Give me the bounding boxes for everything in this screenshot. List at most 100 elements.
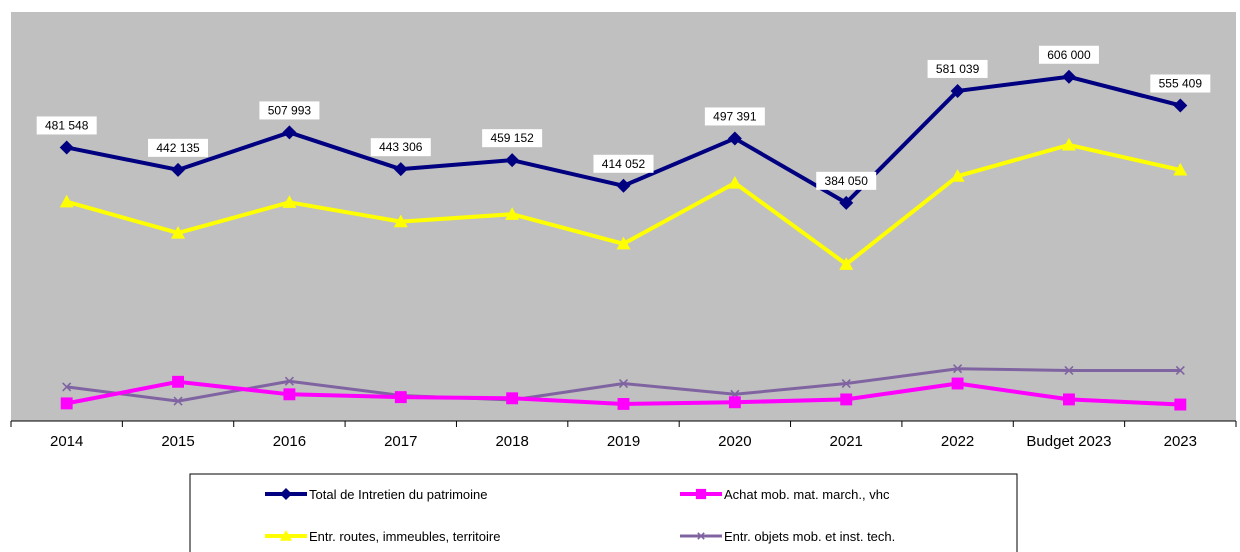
data-point <box>171 162 186 177</box>
data-label-box <box>1038 45 1099 64</box>
data-point <box>1061 69 1076 84</box>
data-point <box>284 376 294 386</box>
x-tick-label: 2014 <box>50 433 83 450</box>
x-tick-label: 2016 <box>273 433 306 450</box>
data-point <box>839 195 854 210</box>
legend: Total de Intretien du patrimoine Achat mo… <box>189 473 1018 552</box>
data-point <box>728 396 741 409</box>
data-point <box>1174 398 1187 411</box>
x-axis: 2014 2015 2016 2017 2018 2019 2020 2021 2022 Budg… <box>10 420 1237 450</box>
data-point <box>59 140 74 155</box>
data-point <box>840 393 853 406</box>
x-tick-label: 2018 <box>495 433 528 450</box>
data-point <box>1064 365 1074 376</box>
data-label: 414 052 <box>593 154 654 173</box>
data-point <box>60 397 73 410</box>
data-point <box>394 391 407 404</box>
data-label-text: 606 000 <box>1047 48 1091 62</box>
data-label-box <box>482 129 543 148</box>
data-point <box>393 162 408 177</box>
data-point <box>616 236 631 250</box>
series-2 <box>59 137 1188 270</box>
data-label-box <box>148 138 209 157</box>
x-tick-label: 2022 <box>941 433 974 450</box>
x-tick-label: 2023 <box>1164 433 1197 450</box>
data-point <box>727 131 742 146</box>
data-point <box>727 175 742 189</box>
x-tick-label: 2019 <box>607 433 640 450</box>
legend-marker <box>697 532 705 540</box>
data-point <box>505 207 520 220</box>
legend-entry: Achat mob. mat. march., vhc <box>680 487 890 502</box>
data-point <box>506 392 519 405</box>
legend-entry: Total de Intretien du patrimoine <box>265 487 488 502</box>
x-tick-label: Budget 2023 <box>1026 433 1111 450</box>
data-point <box>1061 137 1076 151</box>
data-label-box <box>927 59 988 78</box>
x-tick-label: 2021 <box>830 433 863 450</box>
data-label-text: 507 993 <box>268 103 312 117</box>
data-label-text: 581 039 <box>936 62 980 76</box>
legend-entry: Entr. routes, immeubles, territoire <box>265 529 500 544</box>
data-label-text: 497 391 <box>713 109 757 123</box>
legend-marker <box>280 530 292 541</box>
data-label: 606 000 <box>1038 45 1099 64</box>
legend-label: Total de Intretien du patrimoine <box>309 487 488 502</box>
data-label-text: 442 135 <box>156 141 200 155</box>
data-label: 384 050 <box>816 171 877 190</box>
data-point <box>1173 162 1188 176</box>
data-point <box>393 214 408 228</box>
data-point <box>950 169 965 182</box>
series-0 <box>59 69 1188 210</box>
data-label-text: 555 409 <box>1159 76 1203 90</box>
data-point <box>953 364 963 374</box>
data-point <box>617 398 630 410</box>
legend-box <box>189 473 1018 552</box>
data-label: 497 391 <box>704 107 765 126</box>
data-label: 443 306 <box>370 138 431 157</box>
data-label: 507 993 <box>259 101 320 120</box>
data-label: 555 409 <box>1150 74 1211 93</box>
legend-marker <box>280 488 292 500</box>
data-point <box>1173 98 1188 113</box>
data-point <box>839 257 854 270</box>
data-point <box>282 195 297 208</box>
data-label-box <box>1150 74 1211 93</box>
data-point <box>1175 365 1185 376</box>
series-1 <box>60 375 1187 411</box>
data-label-text: 443 306 <box>379 140 423 154</box>
data-point <box>616 178 631 193</box>
data-point <box>1063 393 1075 406</box>
data-label: 459 152 <box>482 129 543 148</box>
data-point <box>59 194 74 208</box>
data-label-text: 481 548 <box>45 118 89 132</box>
data-label-box <box>36 116 97 135</box>
x-tick-label: 2020 <box>718 433 751 450</box>
data-label: 481 548 <box>36 116 97 135</box>
series-layer <box>59 69 1188 411</box>
data-point <box>618 378 629 389</box>
data-point <box>951 377 964 390</box>
data-point <box>171 225 186 239</box>
data-point <box>62 382 72 392</box>
data-point <box>283 388 296 401</box>
data-label-text: 459 152 <box>490 131 534 145</box>
legend-label: Entr. routes, immeubles, territoire <box>309 529 500 544</box>
data-point <box>841 378 851 389</box>
data-point <box>172 375 184 388</box>
data-point <box>282 125 297 140</box>
data-label-text: 414 052 <box>602 157 646 171</box>
legend-label: Entr. objets mob. et inst. tech. <box>724 529 895 544</box>
legend-entry: Entr. objets mob. et inst. tech. <box>680 529 895 544</box>
legend-marker <box>695 488 707 500</box>
data-label: 581 039 <box>927 59 988 78</box>
data-point <box>950 83 965 98</box>
data-point <box>173 396 183 406</box>
data-label-layer: 481 548 442 135 507 993 443 306 459 152 414 0… <box>36 45 1211 190</box>
x-tick-label: 2015 <box>161 433 194 450</box>
plot-area <box>11 12 1236 421</box>
x-tick-label: 2017 <box>384 433 417 450</box>
data-label-box <box>816 171 877 190</box>
data-label-box <box>370 138 431 157</box>
